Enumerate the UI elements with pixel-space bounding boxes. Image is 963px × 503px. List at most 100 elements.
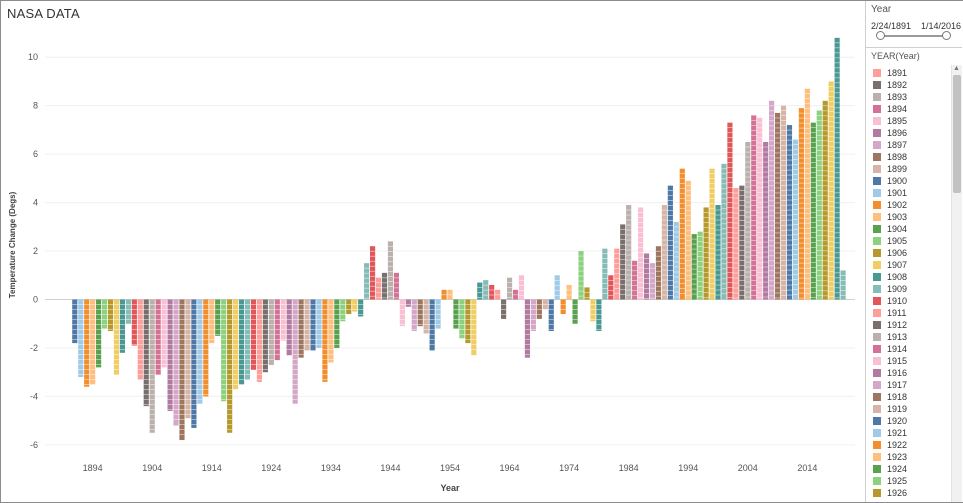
bar[interactable]: 1987: 1.9 <box>643 253 650 300</box>
bar[interactable]: 1908: -5.2 <box>173 299 179 426</box>
bar[interactable]: 1990: 3.9 <box>661 205 667 300</box>
bar[interactable]: 1942: 0.9 <box>375 277 382 300</box>
bar[interactable]: 1976: 2 <box>578 251 584 300</box>
bar[interactable]: 1979: -1.3 <box>596 299 602 332</box>
bar[interactable]: 1980: 2.1 <box>602 248 608 300</box>
legend-item[interactable]: 1906 <box>872 247 950 259</box>
bar[interactable]: 1897: -1.3 <box>107 299 114 332</box>
legend-item[interactable]: 1897 <box>872 139 950 151</box>
legend-item[interactable]: 1907 <box>872 259 950 271</box>
legend-item[interactable]: 1900 <box>872 175 950 187</box>
legend-item[interactable]: 1894 <box>872 103 950 115</box>
bar[interactable]: 1946: -1.1 <box>399 299 405 327</box>
bar[interactable]: 1941: 2.2 <box>369 246 376 300</box>
year-range-handle-min[interactable] <box>876 31 885 40</box>
bar[interactable]: 1978: -0.9 <box>590 299 596 322</box>
bar[interactable]: 2001: 7.3 <box>727 122 733 300</box>
legend-item[interactable]: 1892 <box>872 79 950 91</box>
bar[interactable]: 1993: 5.4 <box>679 168 685 300</box>
bar[interactable]: 1939: -0.7 <box>358 299 364 317</box>
bar[interactable]: 1903: -4.4 <box>143 299 149 407</box>
bar[interactable]: 2007: 6.5 <box>763 142 769 300</box>
bar[interactable]: 1931: -2.1 <box>310 299 316 351</box>
legend-item[interactable]: 1919 <box>872 403 950 415</box>
bar[interactable]: 1919: -3.5 <box>238 299 245 385</box>
bar[interactable]: 1996: 2.8 <box>697 231 703 300</box>
bar[interactable]: 1904: -5.5 <box>149 299 155 433</box>
bar[interactable]: 1910: -4.9 <box>185 299 191 419</box>
bar[interactable]: 2015: 7.3 <box>810 122 816 300</box>
legend-item[interactable]: 1903 <box>872 211 950 223</box>
bar[interactable]: 1914: -1.8 <box>209 299 215 344</box>
legend-item[interactable]: 1904 <box>872 223 950 235</box>
bar[interactable]: 1973: -0.6 <box>560 299 566 315</box>
bar[interactable]: 1899: -2.2 <box>119 299 126 353</box>
bar[interactable]: 1894: -3.5 <box>90 299 96 385</box>
legend-item[interactable]: 1909 <box>872 283 950 295</box>
bar[interactable]: 1924: -2.7 <box>268 299 274 365</box>
bar[interactable]: 2016: 7.8 <box>816 110 822 300</box>
legend-item[interactable]: 1899 <box>872 163 950 175</box>
bar[interactable]: 1916: -4.2 <box>221 299 227 402</box>
bar[interactable]: 1933: -3.4 <box>322 299 328 382</box>
bar[interactable]: 2017: 8.2 <box>822 100 828 300</box>
bar[interactable]: 2018: 9 <box>828 81 834 300</box>
bar[interactable]: 1912: -4.3 <box>197 299 203 404</box>
bar[interactable]: 2020: 1.2 <box>840 270 846 300</box>
bar[interactable]: 1917: -5.5 <box>227 299 233 433</box>
bar[interactable]: 1906: -2.8 <box>161 299 167 368</box>
legend-item[interactable]: 1917 <box>872 379 950 391</box>
legend-item[interactable]: 1926 <box>872 487 950 499</box>
bar[interactable]: 1957: -1.8 <box>465 299 471 344</box>
bar[interactable]: 1935: -2 <box>334 299 340 348</box>
legend-item[interactable]: 1920 <box>872 415 950 427</box>
bar[interactable]: 1991: 4.7 <box>667 185 673 300</box>
legend-item[interactable]: 1908 <box>872 271 950 283</box>
bar[interactable]: 1955: -1.2 <box>453 299 459 329</box>
bar[interactable]: 1974: 0.6 <box>566 284 572 300</box>
bar[interactable]: 1929: -2.4 <box>298 299 304 358</box>
bar[interactable]: 1922: -3.4 <box>256 299 262 382</box>
temperature-bar-chart[interactable]: -6 -4 -2 0 2 4 6 8 10 1894 1904 1914 1924 1934 1944 195… <box>1 25 863 497</box>
bar[interactable]: 1949: -1.1 <box>417 299 423 327</box>
bar[interactable]: 1966: 1 <box>518 275 525 300</box>
bar[interactable]: 1952: -1.2 <box>435 299 441 329</box>
legend-item[interactable]: 1918 <box>872 391 950 403</box>
bar[interactable]: 1977: 0.5 <box>584 287 590 300</box>
legend-item[interactable]: 1910 <box>872 295 950 307</box>
bar[interactable]: 1984: 3.9 <box>626 205 632 300</box>
bar[interactable]: 1971: -1.3 <box>548 299 554 332</box>
bar[interactable]: 2000: 5.6 <box>721 163 727 300</box>
bar[interactable]: 2013: 7.9 <box>798 108 804 300</box>
bar[interactable]: 1961: 0.6 <box>489 284 495 300</box>
legend-item[interactable]: 1925 <box>872 475 950 487</box>
scroll-up-icon[interactable]: ▲ <box>953 65 960 72</box>
year-range-slider[interactable] <box>880 35 946 37</box>
bar[interactable]: 1975: -1 <box>572 299 578 324</box>
bar[interactable]: 1958: -2.3 <box>471 299 477 356</box>
legend-item[interactable]: 1916 <box>872 367 950 379</box>
legend-item[interactable]: 1915 <box>872 355 950 367</box>
bar[interactable]: 1943: 1.1 <box>381 272 388 300</box>
bar[interactable]: 1968: -1.3 <box>530 299 536 332</box>
legend-item[interactable]: 1893 <box>872 91 950 103</box>
legend-scroll-thumb[interactable] <box>953 75 961 193</box>
legend-item[interactable]: 1895 <box>872 115 950 127</box>
bar[interactable]: 1926: -1.7 <box>280 299 286 341</box>
bar[interactable]: 1956: -1.6 <box>459 299 465 339</box>
bar[interactable]: 1940: 1.5 <box>364 263 370 300</box>
bar[interactable]: 2014: 8.7 <box>804 88 810 300</box>
bar[interactable]: 1994: 4.9 <box>685 180 691 300</box>
bar[interactable]: 1936: -0.9 <box>340 299 346 322</box>
bar[interactable]: 1937: -0.6 <box>346 299 352 315</box>
bar[interactable]: 1932: -2 <box>316 299 322 348</box>
bar[interactable]: 1892: -3.2 <box>78 299 84 378</box>
legend-item[interactable]: 1921 <box>872 427 950 439</box>
bar[interactable]: 1950: -1.4 <box>423 299 429 334</box>
bar[interactable]: 1983: 3.1 <box>620 224 626 300</box>
bar[interactable]: 2010: 8 <box>780 105 787 300</box>
legend-item[interactable]: 1913 <box>872 331 950 343</box>
bar[interactable]: 1997: 3.8 <box>703 207 709 300</box>
bar[interactable]: 1982: 2.1 <box>614 248 620 300</box>
bar[interactable]: 2008: 8.2 <box>769 100 775 300</box>
